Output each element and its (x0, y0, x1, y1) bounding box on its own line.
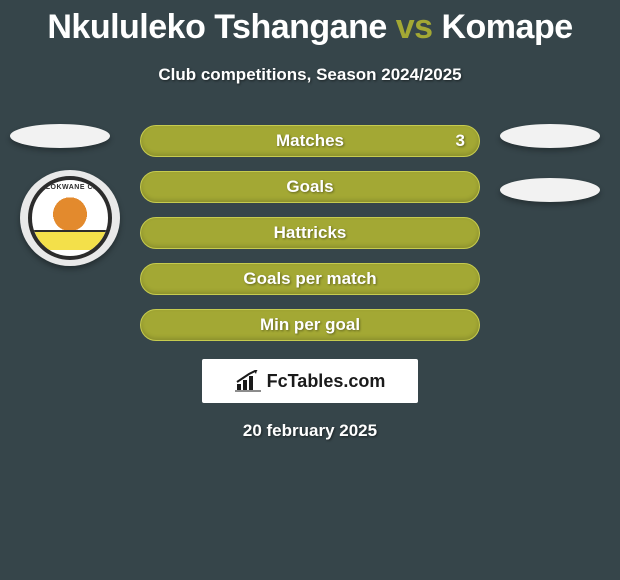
player1-name: Nkululeko Tshangane (47, 8, 386, 46)
stat-row-goals: Goals (140, 171, 480, 203)
page-title: Nkululeko Tshangane vs Komape (0, 0, 620, 47)
stat-row-min-per-goal: Min per goal (140, 309, 480, 341)
brand-chart-icon (235, 370, 261, 392)
brand-text: FcTables.com (267, 371, 386, 392)
stat-label: Matches (276, 131, 344, 151)
right-marker-2 (500, 178, 600, 202)
vs-text: vs (396, 8, 433, 46)
club-logo: POLOKWANE CITY Rise And Shin (20, 170, 120, 266)
stat-row-matches: Matches 3 (140, 125, 480, 157)
club-logo-inner: POLOKWANE CITY Rise And Shin (28, 176, 112, 260)
subtitle: Club competitions, Season 2024/2025 (0, 65, 620, 85)
left-marker-1 (10, 124, 110, 148)
date-text: 20 february 2025 (0, 421, 620, 441)
stat-label: Goals per match (243, 269, 376, 289)
stat-label: Min per goal (260, 315, 360, 335)
club-logo-top-text: POLOKWANE CITY (32, 184, 108, 191)
club-logo-bottom-text: Rise And Shin (32, 239, 108, 248)
right-marker-1 (500, 124, 600, 148)
stat-row-goals-per-match: Goals per match (140, 263, 480, 295)
brand-box[interactable]: FcTables.com (202, 359, 418, 403)
stat-label: Hattricks (274, 223, 347, 243)
stat-value-right: 3 (456, 131, 465, 151)
stat-row-hattricks: Hattricks (140, 217, 480, 249)
player2-name: Komape (441, 8, 572, 46)
stat-label: Goals (286, 177, 333, 197)
